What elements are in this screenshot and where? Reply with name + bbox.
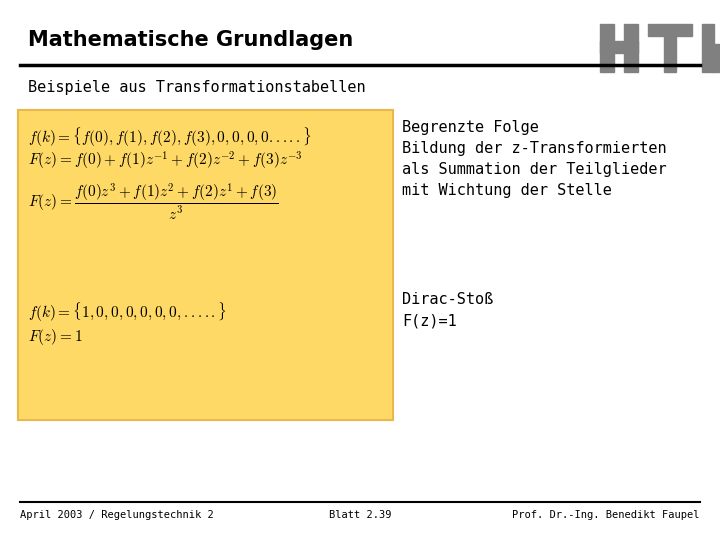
Text: Beispiele aus Transformationstabellen: Beispiele aus Transformationstabellen <box>28 80 366 95</box>
Bar <box>600 41 638 53</box>
Text: $F(z) = 1$: $F(z) = 1$ <box>28 327 83 347</box>
Text: Dirac-Stoß: Dirac-Stoß <box>402 292 493 307</box>
Text: $F(z) = \dfrac{f(0)z^{3} + f(1)z^{2} + f(2)z^{1} + f(3)}{z^{3}}$: $F(z) = \dfrac{f(0)z^{3} + f(1)z^{2} + f… <box>28 182 279 222</box>
Text: $f(k) = \{1, 0, 0, 0, 0, 0, 0, .....\}$: $f(k) = \{1, 0, 0, 0, 0, 0, 0, .....\}$ <box>28 300 227 323</box>
Bar <box>713 44 720 72</box>
Text: $f(k) = \{f(0), f(1), f(2), f(3), 0, 0, 0, 0.....\}$: $f(k) = \{f(0), f(1), f(2), f(3), 0, 0, … <box>28 125 312 148</box>
Text: als Summation der Teilglieder: als Summation der Teilglieder <box>402 162 667 177</box>
Text: Bildung der z-Transformierten: Bildung der z-Transformierten <box>402 141 667 156</box>
Bar <box>702 24 714 72</box>
Text: Mathematische Grundlagen: Mathematische Grundlagen <box>28 30 354 50</box>
Bar <box>648 24 692 36</box>
FancyBboxPatch shape <box>18 110 393 420</box>
Bar <box>664 36 676 72</box>
Text: Prof. Dr.-Ing. Benedikt Faupel: Prof. Dr.-Ing. Benedikt Faupel <box>513 510 700 520</box>
Text: April 2003 / Regelungstechnik 2: April 2003 / Regelungstechnik 2 <box>20 510 214 520</box>
Text: mit Wichtung der Stelle: mit Wichtung der Stelle <box>402 183 612 198</box>
Bar <box>600 24 614 72</box>
Text: Begrenzte Folge: Begrenzte Folge <box>402 120 539 135</box>
Bar <box>624 24 638 72</box>
Text: F(z)=1: F(z)=1 <box>402 313 456 328</box>
Text: $F(z) = f(0) + f(1)z^{-1} + f(2)z^{-2} + f(3)z^{-3}$: $F(z) = f(0) + f(1)z^{-1} + f(2)z^{-2} +… <box>28 150 302 172</box>
Text: Blatt 2.39: Blatt 2.39 <box>329 510 391 520</box>
